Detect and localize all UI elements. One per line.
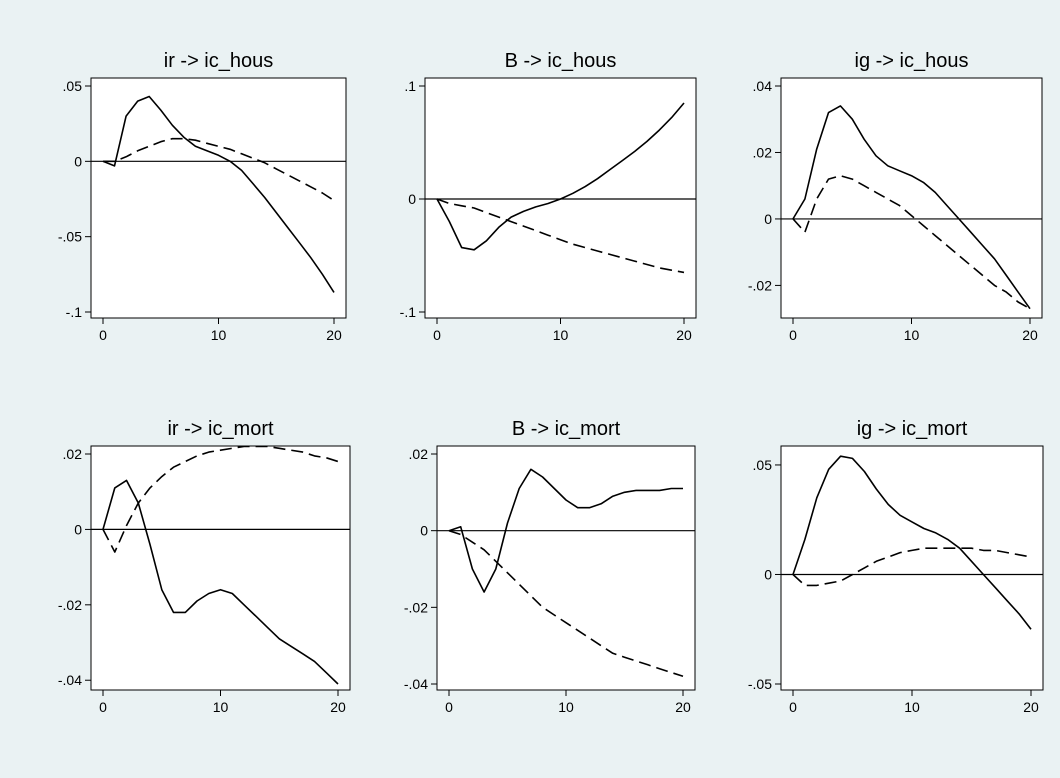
y-tick-label: -.02 — [748, 277, 772, 293]
series-line-solid — [448, 468, 683, 593]
x-tick-label: 0 — [99, 699, 107, 715]
panel-1: ir -> ic_hous .05 0 -.05 -.1 0 10 20 — [58, 50, 347, 343]
x-tick-label: 10 — [553, 327, 569, 343]
x-tick-label: 10 — [904, 699, 920, 715]
y-tick-label: -.05 — [58, 229, 82, 245]
panel-title: B -> ic_mort — [512, 418, 621, 440]
x-tick-label: 20 — [676, 327, 692, 343]
y-tick-label: -.1 — [66, 304, 83, 320]
plot-area — [436, 445, 696, 691]
x-tick-label: 0 — [433, 327, 441, 343]
y-tick-label: -.02 — [58, 597, 82, 613]
series-line-dashed — [103, 137, 335, 202]
series-line-solid — [102, 479, 339, 685]
y-tick-label: .04 — [753, 78, 773, 94]
plot-area — [780, 77, 1043, 319]
panel-4: ir -> ic_mort .02 0 -.02 -.04 0 10 20 — [58, 418, 351, 715]
series-line-dashed — [448, 529, 684, 678]
x-tick-label: 20 — [675, 699, 691, 715]
panel-2: B -> ic_hous .1 0 -.1 0 10 20 — [400, 50, 697, 343]
y-tick-label: .05 — [63, 78, 83, 94]
y-tick-label: 0 — [74, 153, 82, 169]
y-tick-label: .02 — [409, 446, 429, 462]
panel-title: ig -> ic_hous — [855, 50, 969, 72]
x-tick-label: 20 — [326, 327, 342, 343]
plot-area — [424, 77, 697, 319]
x-tick-label: 0 — [445, 699, 453, 715]
y-tick-label: -.04 — [404, 676, 428, 692]
y-tick-label: .1 — [404, 78, 416, 94]
y-tick-label: 0 — [420, 523, 428, 539]
series-line-solid — [792, 105, 1031, 310]
y-tick-label: 0 — [764, 211, 772, 227]
y-tick-label: -.04 — [58, 672, 82, 688]
y-tick-label: -.02 — [404, 599, 428, 615]
series-line-solid — [102, 95, 335, 293]
panel-5: B -> ic_mort .02 0 -.02 -.04 0 10 20 — [404, 418, 696, 715]
series-line-dashed — [102, 445, 339, 553]
y-tick-label: .02 — [753, 144, 773, 160]
plot-area — [90, 445, 351, 691]
x-tick-label: 10 — [211, 327, 227, 343]
panel-title: ig -> ic_mort — [857, 418, 968, 440]
panel-title: ir -> ic_mort — [167, 418, 274, 440]
x-tick-label: 10 — [213, 699, 229, 715]
y-tick-label: -.05 — [748, 676, 772, 692]
x-tick-label: 10 — [558, 699, 574, 715]
y-tick-label: .05 — [753, 457, 773, 473]
x-tick-label: 0 — [789, 327, 797, 343]
x-tick-label: 0 — [789, 699, 797, 715]
panel-title: B -> ic_hous — [505, 50, 617, 72]
x-tick-label: 20 — [1023, 699, 1039, 715]
series-line-solid — [792, 455, 1032, 630]
panel-3: ig -> ic_hous .04 .02 0 -.02 0 10 20 — [748, 50, 1043, 343]
plot-area — [780, 445, 1044, 691]
series-line-dashed — [792, 174, 1031, 310]
panel-title: ir -> ic_hous — [164, 50, 274, 72]
series-line-dashed — [792, 547, 1032, 587]
panel-6: ig -> ic_mort .05 0 -.05 0 10 20 — [748, 418, 1044, 715]
y-tick-label: 0 — [74, 521, 82, 537]
x-tick-label: 10 — [904, 327, 920, 343]
series-line-solid — [436, 102, 685, 251]
y-tick-label: 0 — [764, 566, 772, 582]
y-tick-label: -.1 — [400, 304, 417, 320]
x-tick-label: 0 — [99, 327, 107, 343]
series-line-dashed — [436, 198, 685, 274]
y-tick-label: .02 — [63, 446, 83, 462]
x-tick-label: 20 — [330, 699, 346, 715]
x-tick-label: 20 — [1022, 327, 1038, 343]
plot-area — [90, 77, 347, 319]
y-tick-label: 0 — [408, 191, 416, 207]
